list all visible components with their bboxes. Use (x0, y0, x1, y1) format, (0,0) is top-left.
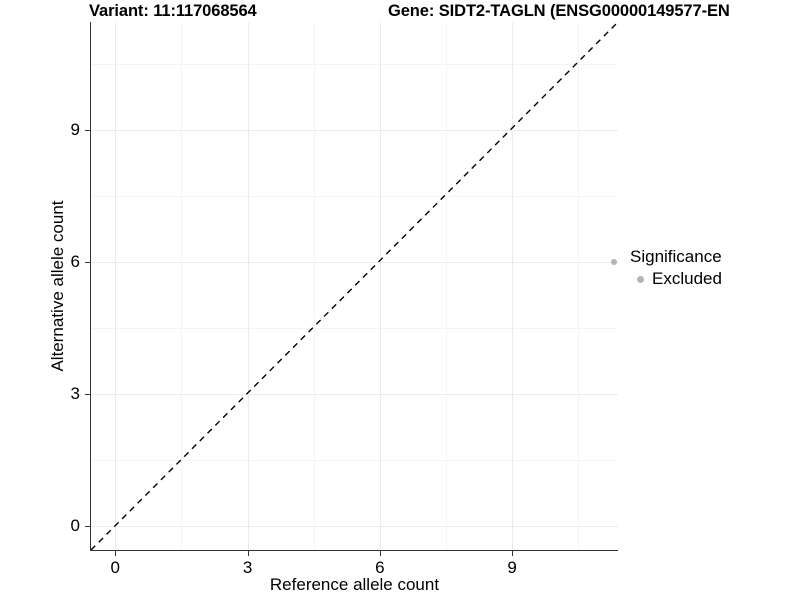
gridline-h (91, 525, 618, 527)
gridline-h (91, 327, 618, 329)
gridline-h (91, 63, 618, 65)
y-tick (85, 129, 90, 131)
legend-items: Excluded (630, 269, 722, 289)
x-tick-label: 0 (110, 558, 120, 577)
y-axis-label: Alternative allele count (48, 200, 67, 372)
gridline-v (115, 22, 117, 550)
y-tick (85, 393, 90, 395)
x-tick-label: 6 (375, 558, 385, 577)
legend-title: Significance (630, 247, 722, 266)
y-tick (85, 525, 90, 527)
plot-panel (91, 22, 618, 550)
x-tick (247, 551, 249, 556)
x-tick (379, 551, 381, 556)
x-tick (115, 551, 117, 556)
gridline-v (181, 22, 183, 550)
variant-title: Variant: 11:117068564 (89, 2, 257, 20)
x-axis-label: Reference allele count (269, 575, 440, 594)
gridline-v (512, 22, 514, 550)
x-tick (512, 551, 514, 556)
identity-line (91, 22, 618, 550)
legend-item-label: Excluded (652, 269, 722, 288)
x-tick-label: 3 (242, 558, 253, 577)
data-point (610, 258, 617, 265)
gridline-h (91, 261, 618, 263)
y-tick (85, 261, 90, 263)
gridline-h (91, 459, 618, 461)
gridline-v (313, 22, 315, 550)
y-tick-label: 6 (70, 251, 80, 271)
legend-item[interactable]: Excluded (630, 269, 722, 289)
y-tick-label: 9 (70, 119, 80, 139)
x-axis-line (90, 550, 618, 552)
x-tick-label: 9 (507, 558, 517, 577)
gridline-h (91, 195, 618, 197)
y-tick-label: 3 (70, 383, 80, 403)
gridline-v (379, 22, 381, 550)
legend-dot (636, 275, 644, 283)
y-tick-label: 0 (70, 515, 80, 535)
gene-title: Gene: SIDT2-TAGLN (ENSG00000149577-EN (388, 2, 730, 20)
point-marker (630, 269, 650, 289)
gridline-v (247, 22, 249, 550)
legend: Significance Excluded (630, 247, 722, 289)
gridline-v (446, 22, 447, 550)
gridline-h (91, 393, 618, 395)
y-axis-line (90, 22, 92, 551)
gridline-h (91, 129, 618, 131)
gridline-v (578, 22, 580, 550)
